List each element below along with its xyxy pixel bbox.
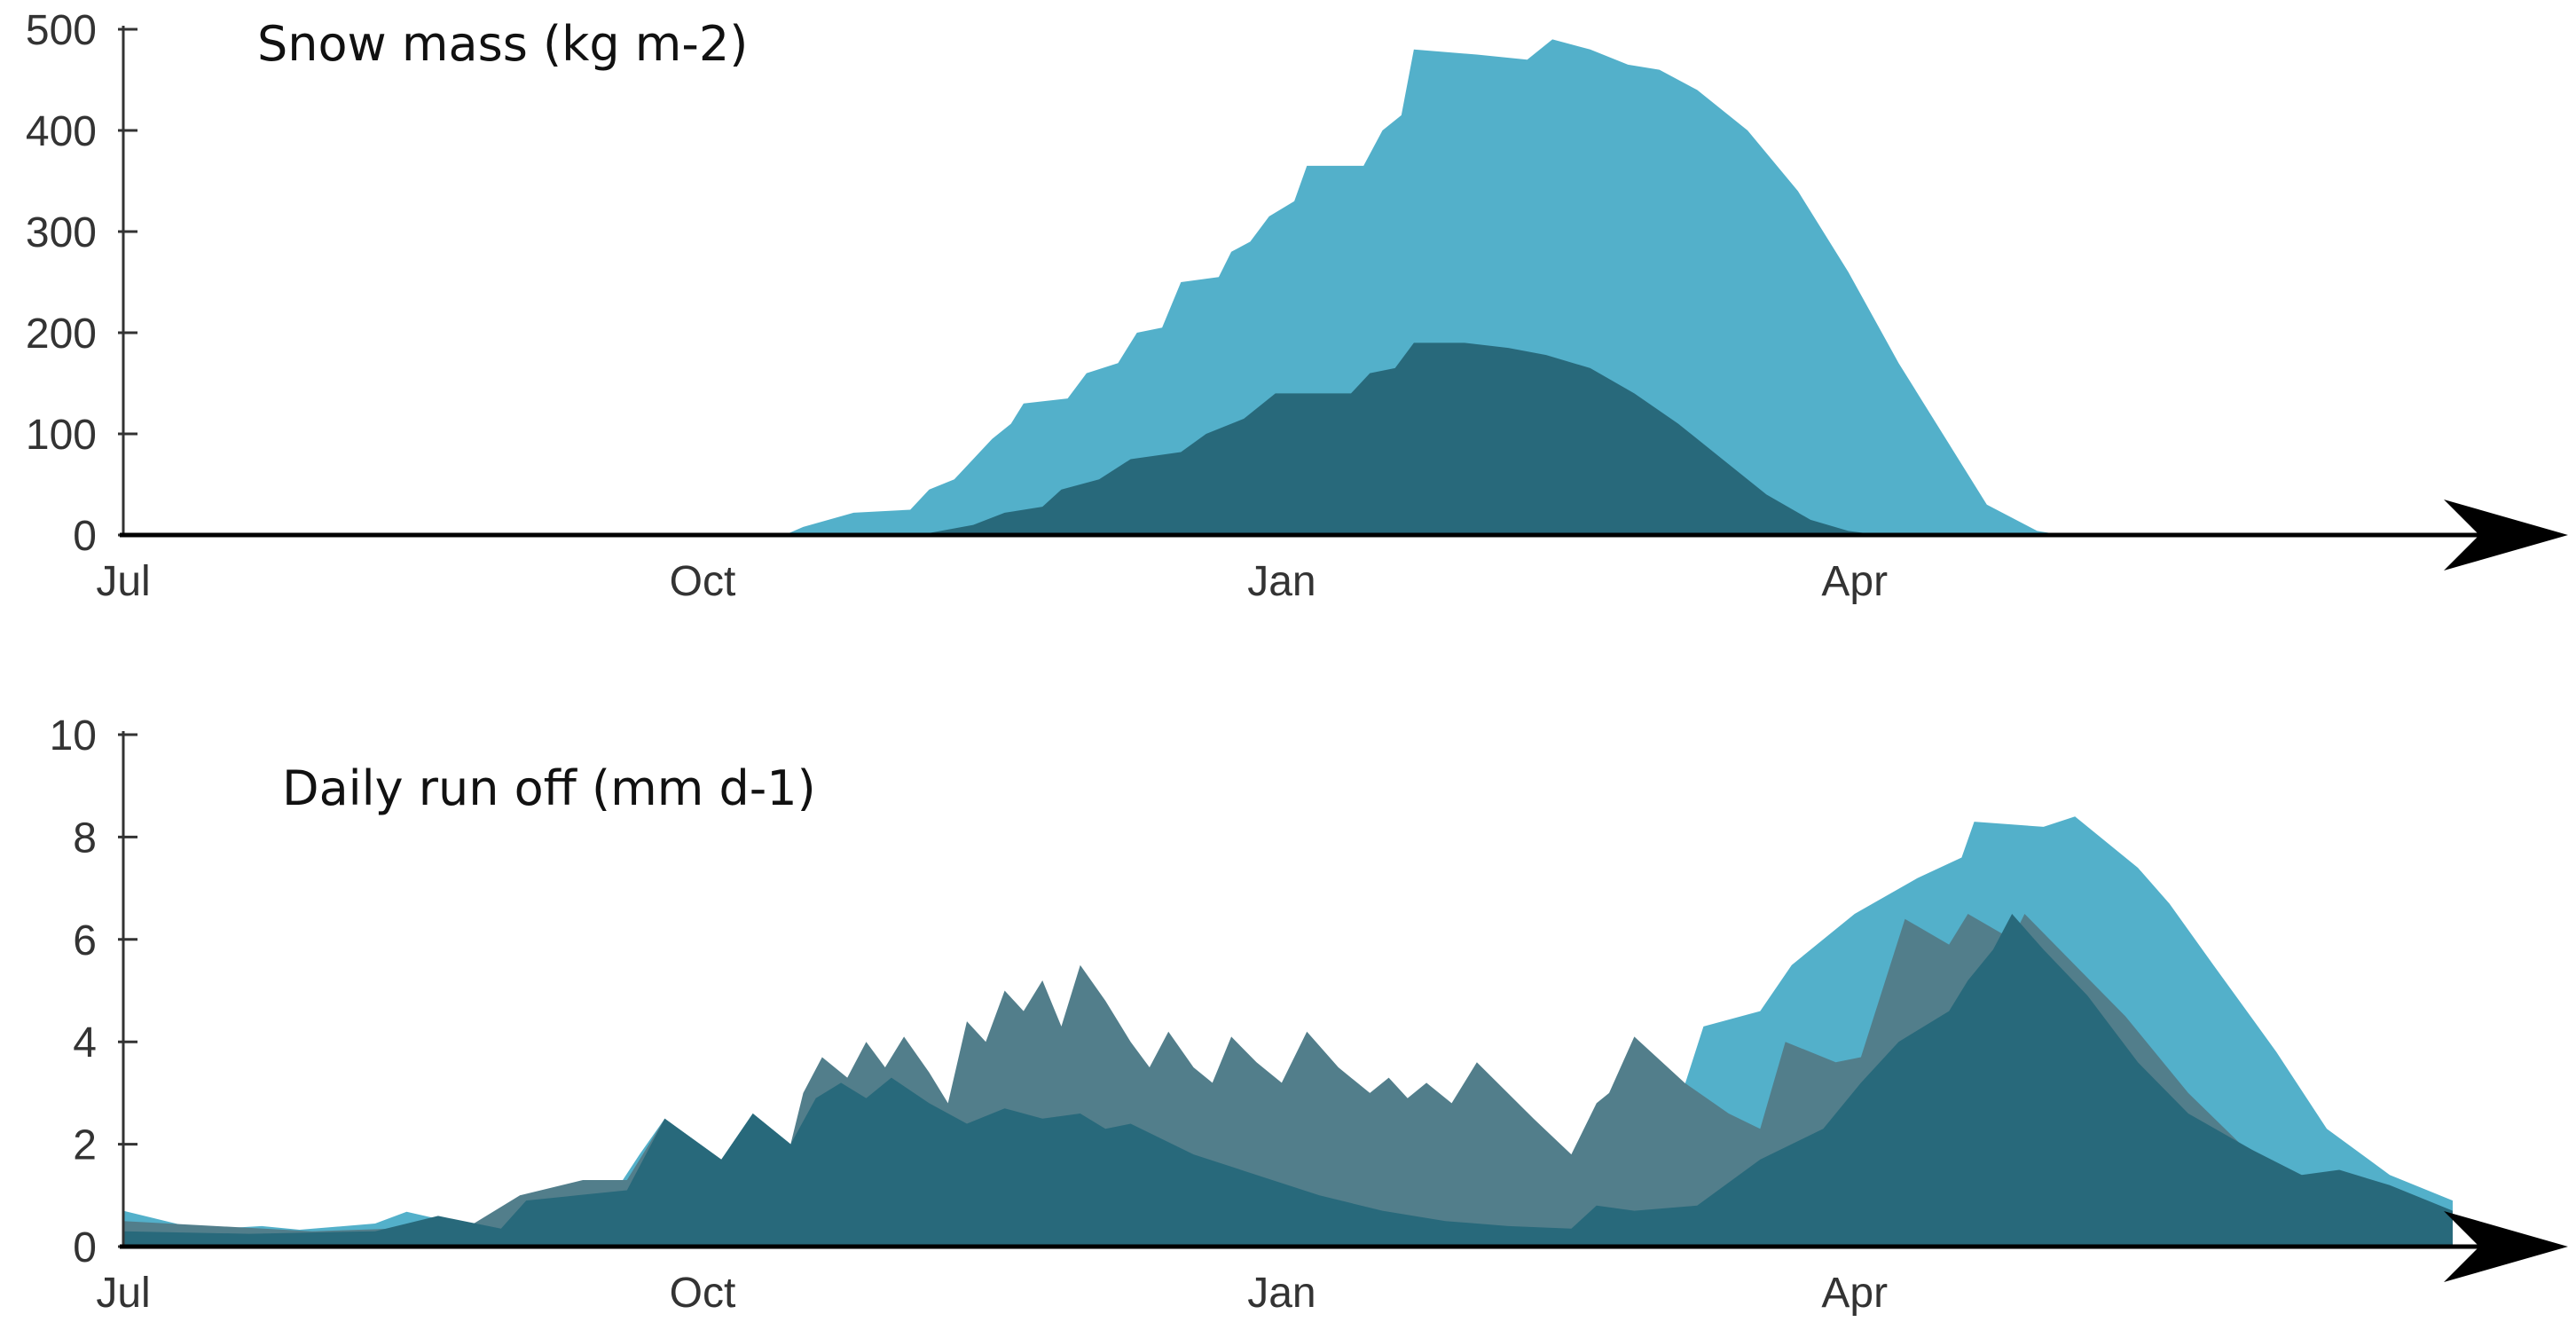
snow-mass-y-tick-label: 500	[26, 7, 97, 54]
runoff-chart: Daily run off (mm d-1) 0 2 4 6 8 10 Jul Oct Jan A…	[50, 712, 2568, 1317]
runoff-area-2	[123, 914, 2453, 1247]
runoff-title: Daily run off (mm d-1)	[282, 760, 816, 816]
snow-mass-y-tick-label: 0	[73, 513, 97, 560]
snow-mass-area-0	[123, 39, 2453, 535]
snow-mass-y-tick-label: 400	[26, 108, 97, 155]
runoff-y-tick-label: 8	[73, 815, 97, 862]
runoff-x-tick-label-jul: Jul	[96, 1270, 150, 1317]
runoff-y-tick-label: 0	[73, 1224, 97, 1271]
runoff-areas	[123, 816, 2453, 1247]
runoff-x-tick-label-jan: Jan	[1247, 1270, 1315, 1317]
snow-mass-x-tick-label-jul: Jul	[96, 558, 150, 605]
snow-mass-y-tick-label: 200	[26, 311, 97, 358]
snow-mass-x-tick-label-oct: Oct	[670, 558, 736, 605]
runoff-x-tick-label-apr: Apr	[1821, 1270, 1888, 1317]
snow-mass-x-tick-label-apr: Apr	[1821, 558, 1888, 605]
snow-mass-chart: Snow mass (kg m-2) 0 100 200 300 400 500 Jul Oc…	[26, 7, 2568, 605]
snow-mass-y-tick-label: 100	[26, 412, 97, 459]
snow-mass-x-axis-arrowhead	[2444, 500, 2568, 571]
snow-mass-title: Snow mass (kg m-2)	[257, 16, 748, 72]
runoff-y-tick-label: 2	[73, 1122, 97, 1169]
snow-mass-area-1	[123, 342, 2453, 535]
snow-mass-y-tick-label: 300	[26, 209, 97, 256]
runoff-x-axis-arrowhead	[2444, 1211, 2568, 1282]
runoff-axes: 0 2 4 6 8 10 Jul Oct Jan Apr	[50, 712, 2568, 1317]
snow-mass-areas	[123, 39, 2453, 535]
runoff-y-tick-label: 10	[50, 712, 97, 759]
snow-mass-x-tick-label-jan: Jan	[1247, 558, 1315, 605]
runoff-y-tick-label: 6	[73, 917, 97, 964]
snow-mass-axes: 0 100 200 300 400 500 Jul Oct Jan Apr	[26, 7, 2568, 605]
runoff-y-tick-label: 4	[73, 1019, 97, 1066]
runoff-x-tick-label-oct: Oct	[670, 1270, 736, 1317]
